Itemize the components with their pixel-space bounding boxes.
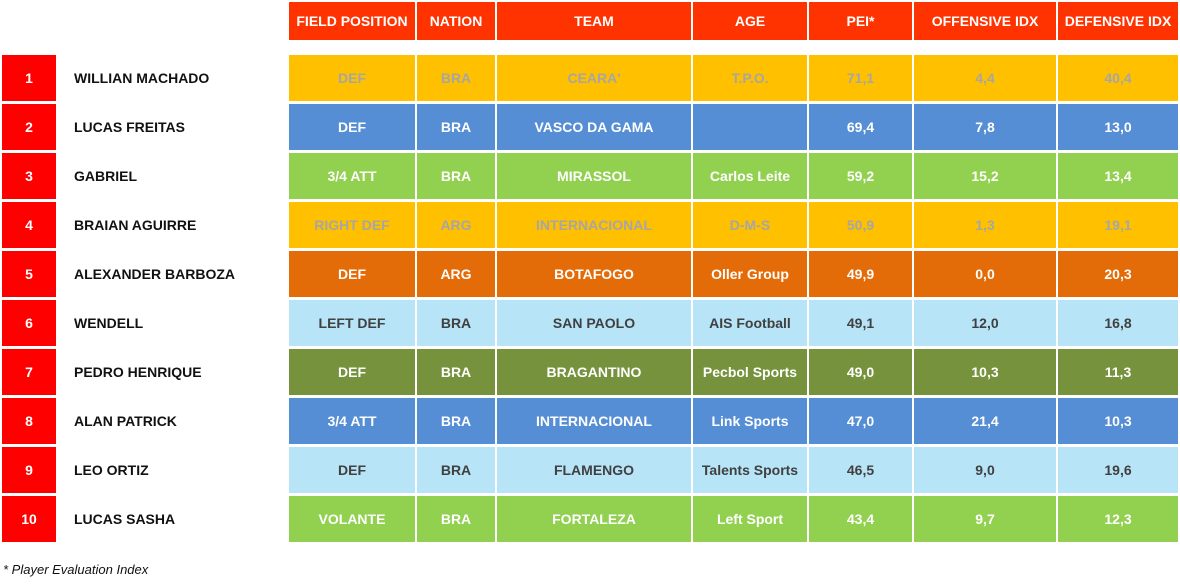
team-cell: MIRASSOL <box>497 153 691 199</box>
nation-cell: ARG <box>417 202 495 248</box>
nation-cell: BRA <box>417 349 495 395</box>
player-name: GABRIEL <box>74 168 137 184</box>
pei-cell: 43,4 <box>809 496 912 542</box>
pei-cell: 49,1 <box>809 300 912 346</box>
rank-badge: 1 <box>2 55 56 101</box>
player-name: WENDELL <box>74 315 144 331</box>
player-name: ALAN PATRICK <box>74 413 177 429</box>
team-cell: SAN PAOLO <box>497 300 691 346</box>
defensive-idx-cell: 20,3 <box>1058 251 1178 297</box>
footnote: * Player Evaluation Index <box>3 562 149 577</box>
team-cell: CEARA' <box>497 55 691 101</box>
offensive-idx-cell: 12,0 <box>914 300 1056 346</box>
player-name: WILLIAN MACHADO <box>74 70 210 86</box>
header-pei: PEI* <box>809 2 912 40</box>
rank-badge: 3 <box>2 153 56 199</box>
player-name: BRAIAN AGUIRRE <box>74 217 197 233</box>
player-name: LEO ORTIZ <box>74 462 149 478</box>
header-offensive-idx: OFFENSIVE IDX <box>914 2 1056 40</box>
defensive-idx-cell: 13,4 <box>1058 153 1178 199</box>
header-defensive-idx: DEFENSIVE IDX <box>1058 2 1178 40</box>
field-position-cell: VOLANTE <box>289 496 415 542</box>
team-cell: BRAGANTINO <box>497 349 691 395</box>
offensive-idx-cell: 7,8 <box>914 104 1056 150</box>
rank-badge: 4 <box>2 202 56 248</box>
pei-cell: 49,9 <box>809 251 912 297</box>
field-position-cell: 3/4 ATT <box>289 153 415 199</box>
team-cell: FLAMENGO <box>497 447 691 493</box>
nation-cell: ARG <box>417 251 495 297</box>
age-cell: Carlos Leite <box>693 153 807 199</box>
defensive-idx-cell: 13,0 <box>1058 104 1178 150</box>
age-cell: Link Sports <box>693 398 807 444</box>
rank-badge: 10 <box>2 496 56 542</box>
nation-cell: BRA <box>417 153 495 199</box>
field-position-cell: DEF <box>289 447 415 493</box>
team-cell: INTERNACIONAL <box>497 202 691 248</box>
offensive-idx-cell: 21,4 <box>914 398 1056 444</box>
offensive-idx-cell: 9,7 <box>914 496 1056 542</box>
age-cell: Oller Group <box>693 251 807 297</box>
pei-cell: 59,2 <box>809 153 912 199</box>
age-cell: Pecbol Sports <box>693 349 807 395</box>
defensive-idx-cell: 19,6 <box>1058 447 1178 493</box>
team-cell: INTERNACIONAL <box>497 398 691 444</box>
pei-cell: 49,0 <box>809 349 912 395</box>
pei-cell: 50,9 <box>809 202 912 248</box>
age-cell: Left Sport <box>693 496 807 542</box>
offensive-idx-cell: 4,4 <box>914 55 1056 101</box>
field-position-cell: DEF <box>289 349 415 395</box>
rank-badge: 2 <box>2 104 56 150</box>
defensive-idx-cell: 11,3 <box>1058 349 1178 395</box>
rank-badge: 7 <box>2 349 56 395</box>
team-cell: BOTAFOGO <box>497 251 691 297</box>
offensive-idx-cell: 1,3 <box>914 202 1056 248</box>
field-position-cell: 3/4 ATT <box>289 398 415 444</box>
defensive-idx-cell: 19,1 <box>1058 202 1178 248</box>
pei-cell: 69,4 <box>809 104 912 150</box>
age-cell: AIS Football <box>693 300 807 346</box>
nation-cell: BRA <box>417 398 495 444</box>
nation-cell: BRA <box>417 55 495 101</box>
defensive-idx-cell: 40,4 <box>1058 55 1178 101</box>
nation-cell: BRA <box>417 300 495 346</box>
header-nation: NATION <box>417 2 495 40</box>
offensive-idx-cell: 9,0 <box>914 447 1056 493</box>
defensive-idx-cell: 12,3 <box>1058 496 1178 542</box>
rank-badge: 6 <box>2 300 56 346</box>
nation-cell: BRA <box>417 104 495 150</box>
rank-badge: 5 <box>2 251 56 297</box>
age-cell: Talents Sports <box>693 447 807 493</box>
pei-cell: 71,1 <box>809 55 912 101</box>
offensive-idx-cell: 0,0 <box>914 251 1056 297</box>
field-position-cell: LEFT DEF <box>289 300 415 346</box>
field-position-cell: DEF <box>289 104 415 150</box>
rank-badge: 9 <box>2 447 56 493</box>
header-age: AGE <box>693 2 807 40</box>
header-field-position: FIELD POSITION <box>289 2 415 40</box>
field-position-cell: RIGHT DEF <box>289 202 415 248</box>
field-position-cell: DEF <box>289 251 415 297</box>
team-cell: VASCO DA GAMA <box>497 104 691 150</box>
nation-cell: BRA <box>417 496 495 542</box>
player-name: PEDRO HENRIQUE <box>74 364 202 380</box>
player-name: ALEXANDER BARBOZA <box>74 266 235 282</box>
age-cell: D-M-S <box>693 202 807 248</box>
player-name: LUCAS SASHA <box>74 511 176 527</box>
rank-badge: 8 <box>2 398 56 444</box>
nation-cell: BRA <box>417 447 495 493</box>
offensive-idx-cell: 15,2 <box>914 153 1056 199</box>
defensive-idx-cell: 10,3 <box>1058 398 1178 444</box>
defensive-idx-cell: 16,8 <box>1058 300 1178 346</box>
offensive-idx-cell: 10,3 <box>914 349 1056 395</box>
pei-cell: 46,5 <box>809 447 912 493</box>
age-cell: T.P.O. <box>693 55 807 101</box>
header-team: TEAM <box>497 2 691 40</box>
team-cell: FORTALEZA <box>497 496 691 542</box>
age-cell <box>693 104 807 150</box>
field-position-cell: DEF <box>289 55 415 101</box>
pei-cell: 47,0 <box>809 398 912 444</box>
player-name: LUCAS FREITAS <box>74 119 185 135</box>
